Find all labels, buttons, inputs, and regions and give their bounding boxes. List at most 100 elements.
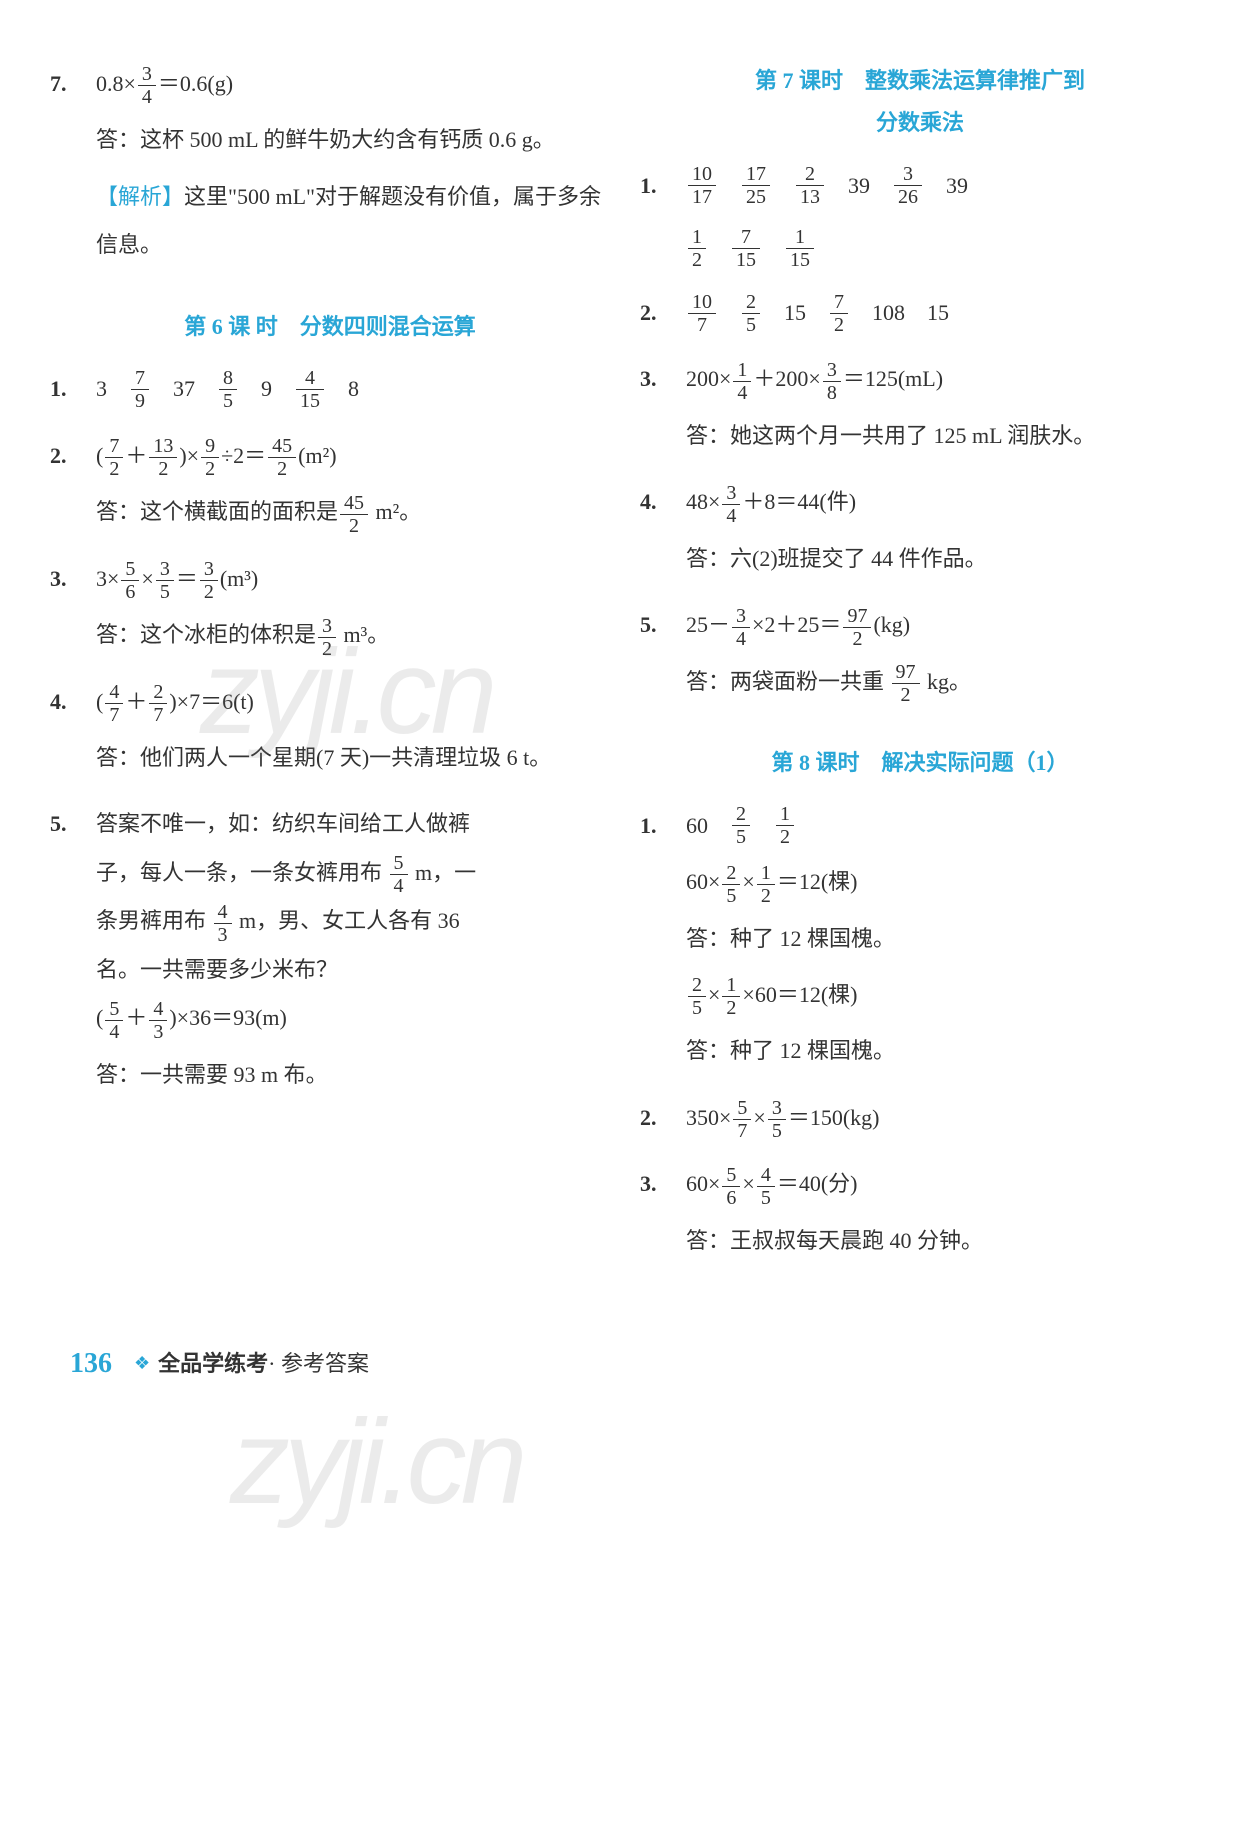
answer-text: 答：两袋面粉一共重 972 kg。	[686, 658, 1200, 706]
text-line: (54＋43)×36＝93(m)	[96, 994, 610, 1042]
expr-text: 60×	[686, 1171, 720, 1196]
fraction: 12	[757, 862, 775, 907]
fraction: 972	[843, 605, 871, 650]
fraction: 34	[722, 482, 740, 527]
expr-text: )×7＝6(t)	[169, 689, 254, 714]
problem-number: 2.	[640, 1094, 686, 1142]
problem-number: 1.	[640, 162, 686, 271]
fraction: 12	[776, 803, 794, 848]
value-row: 602512	[686, 802, 1200, 850]
answer-text: 答：这个冰柜的体积是32 m³。	[96, 611, 610, 659]
expr-text: ×	[742, 869, 754, 894]
fraction: 715	[732, 226, 760, 271]
fraction: 14	[733, 359, 751, 404]
expr-text: (m²)	[298, 443, 336, 468]
problem-body: 48×34＋8＝44(件) 答：六(2)班提交了 44 件作品。	[686, 478, 1200, 583]
fraction: 57	[733, 1097, 751, 1142]
expr-text: (	[96, 689, 103, 714]
problem-body: 602512 60×25×12＝12(棵) 答：种了 12 棵国槐。 25×12…	[686, 802, 1200, 1076]
value: 3	[96, 365, 107, 413]
expr-text: ＝40(分)	[777, 1171, 858, 1196]
fraction: 12	[722, 974, 740, 1019]
fraction: 326	[894, 163, 922, 208]
fraction: 25	[732, 803, 750, 848]
left-column: 7. 0.8×34＝0.6(g) 答：这杯 500 mL 的鲜牛奶大约含有钙质 …	[50, 60, 610, 1283]
footer-sub: · 参考答案	[268, 1340, 369, 1388]
problem-l6-4: 4. (47＋27)×7＝6(t) 答：他们两人一个星期(7 天)一共清理垃圾 …	[50, 678, 610, 783]
ans-pre: 答：两袋面粉一共重	[686, 669, 890, 694]
expr-text: )×36＝93(m)	[169, 1005, 287, 1030]
fraction: 72	[830, 291, 848, 336]
problem-l6-2: 2. (72＋132)×92÷2＝452(m²) 答：这个横截面的面积是452 …	[50, 432, 610, 537]
expr-text: ×60＝12(棵)	[742, 982, 857, 1007]
answer-text: 答：她这两个月一共用了 125 mL 润肤水。	[686, 412, 1200, 460]
line-pre: 条男裤用布	[96, 908, 212, 933]
text-line: 名。一共需要多少米布？	[96, 946, 610, 994]
footer-title: 全品学练考	[158, 1340, 268, 1388]
section-heading-7: 第 7 课时 整数乘法运算律推广到 分数乘法	[640, 60, 1200, 144]
problem-number: 2.	[640, 289, 686, 337]
answer-text: 答：这杯 500 mL 的鲜牛奶大约含有钙质 0.6 g。	[96, 116, 610, 164]
fraction: 107	[688, 291, 716, 336]
ans-pre: 答：这个横截面的面积是	[96, 499, 338, 524]
problem-number: 3.	[640, 355, 686, 460]
problem-number: 1.	[640, 802, 686, 1076]
value: 8	[348, 365, 359, 413]
problem-r8-3: 3. 60×56×45＝40(分) 答：王叔叔每天晨跑 40 分钟。	[640, 1160, 1200, 1265]
fraction: 72	[105, 435, 123, 480]
expr-text: ＋	[125, 689, 147, 714]
problem-r8-2: 2. 350×57×35＝150(kg)	[640, 1094, 1200, 1142]
expr-text: (m³)	[220, 566, 258, 591]
problem-number: 5.	[640, 601, 686, 706]
problem-l6-3: 3. 3×56×35＝32(m³) 答：这个冰柜的体积是32 m³。	[50, 555, 610, 660]
expr-text: 48×	[686, 489, 720, 514]
expr-line: 25×12×60＝12(棵)	[686, 971, 1200, 1019]
line-pre: 子，每人一条，一条女裤用布	[96, 860, 388, 885]
expr-text: (kg)	[873, 612, 910, 637]
fraction: 43	[214, 901, 232, 946]
ans-post: m²。	[370, 499, 421, 524]
expr-text: ＋200×	[753, 366, 820, 391]
expr-text: ＝12(棵)	[777, 869, 858, 894]
heading-line: 第 7 课时 整数乘法运算律推广到	[640, 60, 1200, 102]
expr-text: ×	[742, 1171, 754, 1196]
ans-pre: 答：这个冰柜的体积是	[96, 622, 316, 647]
expr-text: ＝	[176, 566, 198, 591]
fraction: 34	[732, 605, 750, 650]
fraction: 452	[268, 435, 296, 480]
problem-r7-3: 3. 200×14＋200×38＝125(mL) 答：她这两个月一共用了 125…	[640, 355, 1200, 460]
fraction: 27	[149, 681, 167, 726]
fraction: 32	[200, 558, 218, 603]
text-line: 条男裤用布 43 m，男、女工人各有 36	[96, 897, 610, 945]
problem-r8-1: 1. 602512 60×25×12＝12(棵) 答：种了 12 棵国槐。 25…	[640, 802, 1200, 1076]
fraction: 54	[390, 852, 408, 897]
expr-text: ×	[753, 1105, 765, 1130]
fraction: 43	[149, 998, 167, 1043]
page-content: 7. 0.8×34＝0.6(g) 答：这杯 500 mL 的鲜牛奶大约含有钙质 …	[0, 0, 1250, 1323]
fraction: 1725	[742, 163, 770, 208]
fraction: 54	[105, 998, 123, 1043]
expr-text: ＝150(kg)	[788, 1105, 880, 1130]
answer-text: 答：种了 12 棵国槐。	[686, 915, 1200, 963]
problem-number: 5.	[50, 800, 96, 1099]
ans-post: m³。	[338, 622, 389, 647]
fraction: 56	[722, 1164, 740, 1209]
expr-text: (	[96, 1005, 103, 1030]
problem-r7-5: 5. 25－34×2＋25＝972(kg) 答：两袋面粉一共重 972 kg。	[640, 601, 1200, 706]
fraction: 25	[742, 291, 760, 336]
expr-text: 25－	[686, 612, 730, 637]
problem-number: 2.	[50, 432, 96, 537]
expr-text: ＋	[125, 443, 147, 468]
problem-number: 4.	[50, 678, 96, 783]
value-row: 10725157210815	[686, 289, 1200, 337]
answer-text: 答：王叔叔每天晨跑 40 分钟。	[686, 1217, 1200, 1265]
fraction: 452	[340, 492, 368, 537]
answer-text: 答：一共需要 93 m 布。	[96, 1051, 610, 1099]
fraction: 25	[722, 862, 740, 907]
problem-body: 350×57×35＝150(kg)	[686, 1094, 1200, 1142]
expr-text: ×	[708, 982, 720, 1007]
value: 39	[848, 162, 870, 210]
fraction: 1017	[688, 163, 716, 208]
answer-text: 答：他们两人一个星期(7 天)一共清理垃圾 6 t。	[96, 734, 610, 782]
problem-l7: 7. 0.8×34＝0.6(g) 答：这杯 500 mL 的鲜牛奶大约含有钙质 …	[50, 60, 610, 270]
